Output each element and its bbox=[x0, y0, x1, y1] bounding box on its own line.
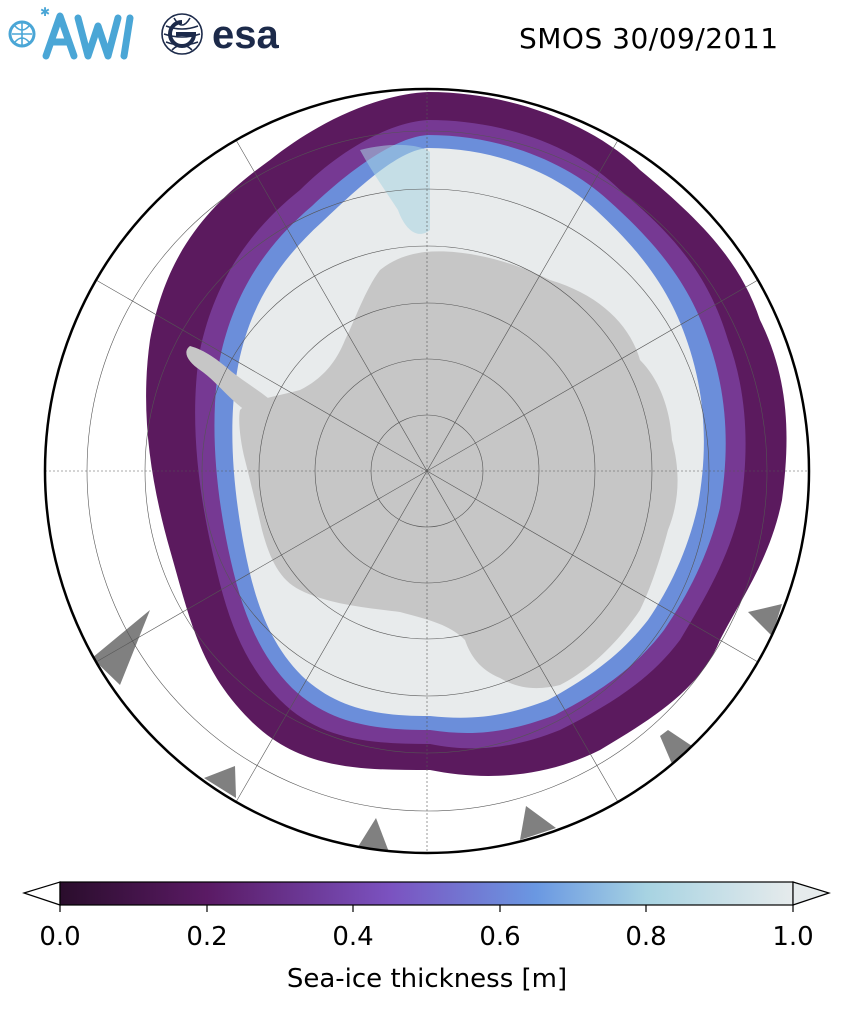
colorbar-tick-5: 1.0 bbox=[772, 922, 814, 952]
map-boundary bbox=[43, 87, 811, 855]
svg-text:esa: esa bbox=[212, 13, 279, 57]
land-mask-5 bbox=[660, 730, 692, 764]
awi-logo: ✱ bbox=[8, 6, 134, 60]
esa-logo: esa bbox=[161, 13, 279, 57]
sea-ice-map bbox=[43, 87, 811, 855]
weddell-tint bbox=[360, 144, 430, 234]
colorbar-tick-4: 0.8 bbox=[625, 922, 667, 952]
colorbar-label: Sea-ice thickness [m] bbox=[286, 964, 568, 994]
colorbar-extend-high bbox=[792, 881, 831, 906]
colorbar bbox=[22, 881, 831, 912]
land-mask-2 bbox=[204, 766, 236, 798]
colorbar-tick-0: 0.0 bbox=[39, 922, 81, 952]
svg-text:✱: ✱ bbox=[40, 6, 50, 19]
antarctica-land bbox=[239, 251, 678, 689]
colorbar-ticks bbox=[59, 905, 794, 912]
colorbar-extend-low bbox=[22, 881, 61, 906]
land-mask-4 bbox=[520, 806, 556, 840]
colorbar-tick-1: 0.2 bbox=[186, 922, 228, 952]
colorbar-tick-2: 0.4 bbox=[332, 922, 374, 952]
antarctic-peninsula bbox=[186, 346, 268, 410]
map-title: SMOS 30/09/2011 bbox=[519, 22, 779, 55]
colorbar-gradient bbox=[59, 881, 794, 906]
land-mask-6 bbox=[748, 604, 782, 636]
graticule bbox=[45, 89, 809, 853]
colorbar-tick-3: 0.6 bbox=[479, 922, 521, 952]
